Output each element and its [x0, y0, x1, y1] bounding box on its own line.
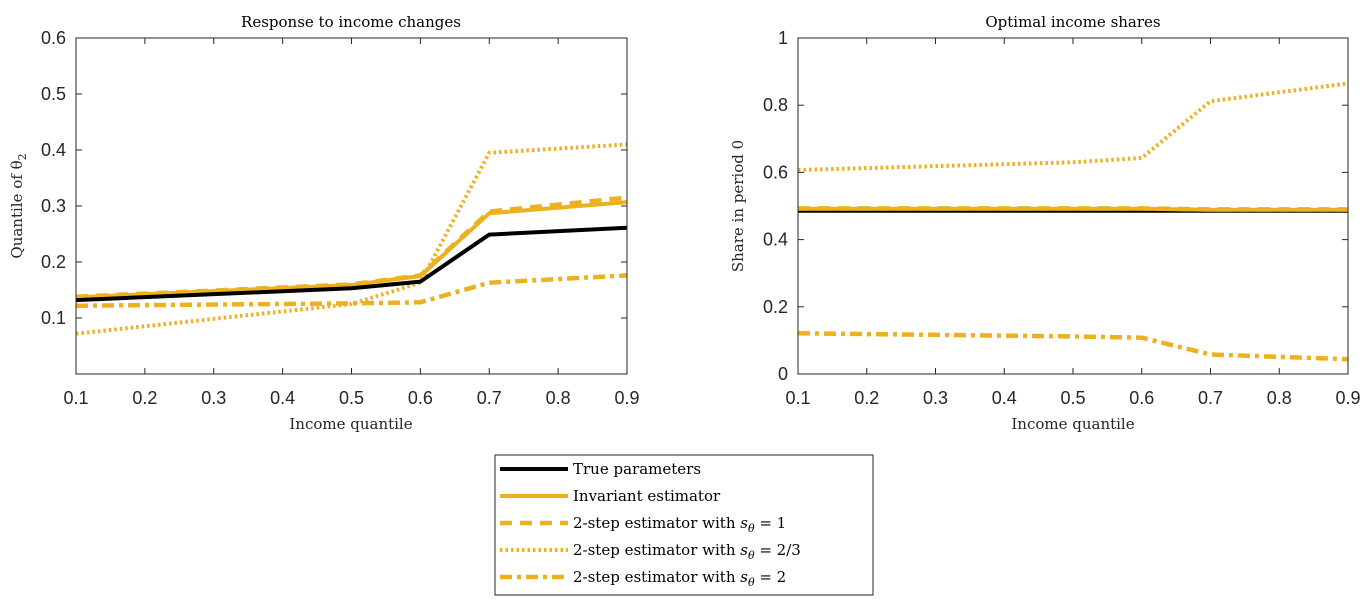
right-chart-series	[797, 81, 1349, 362]
right-chart-xtick-label: 0.1	[785, 388, 810, 408]
right-chart-xtick-label: 0.4	[992, 388, 1017, 408]
right-chart-series-2-step-estimator-with-s-2-3	[797, 81, 1349, 172]
right-chart-axes-box	[797, 37, 1349, 375]
left-chart-xtick-label: 0.9	[614, 388, 639, 408]
left-chart-ytick-label: 0.5	[41, 84, 66, 104]
right-chart-ytick-label: 0.4	[763, 230, 788, 250]
left-chart-ytick-label: 0.3	[41, 196, 66, 216]
right-chart-series-invariant-estimator	[798, 206, 1348, 212]
right-chart-xtick-label: 0.7	[1198, 388, 1223, 408]
right-chart-series-2-step-estimator-with-s-2	[797, 331, 1349, 362]
right-chart-xtick-label: 0.8	[1267, 388, 1292, 408]
right-chart-ytick-label: 1	[778, 28, 788, 48]
left-chart-series	[75, 142, 628, 336]
left-chart-ylabel: Quantile of θ2	[8, 153, 29, 258]
right-chart-ticks: 0.1 0.2 0.3 0.4 0.5 0.6 0.7 0.8 0.9 0 0.2 0.4 0.6 0.8…	[763, 28, 1361, 408]
right-chart-ytick-label: 0.8	[763, 95, 788, 115]
legend-label-s23: 2-step estimator with sθ = 2/3	[573, 541, 801, 562]
left-chart-xtick-label: 0.5	[339, 388, 364, 408]
legend-box	[494, 454, 874, 596]
left-chart-xlabel: Income quantile	[289, 415, 412, 433]
right-chart-optimal-shares: Optimal income shares Income quantile Sh…	[729, 13, 1361, 433]
left-chart-xtick-label: 0.1	[63, 388, 88, 408]
right-chart-xtick-label: 0.9	[1335, 388, 1360, 408]
left-chart-ytick-label: 0.4	[41, 140, 66, 160]
left-chart-ytick-label: 0.2	[41, 252, 66, 272]
right-chart-xtick-label: 0.6	[1129, 388, 1154, 408]
left-chart-ytick-label: 0.6	[41, 28, 66, 48]
right-chart-xtick-label: 0.2	[854, 388, 879, 408]
left-chart-title: Response to income changes	[241, 13, 461, 31]
left-chart-ticks: 0.1 0.2 0.3 0.4 0.5 0.6 0.7 0.8 0.9 0.1 0.2 0.3 0.4 0…	[41, 28, 640, 408]
left-chart-series-true-parameters	[75, 225, 628, 303]
left-chart-response-to-income: Response to income changes Income quanti…	[8, 13, 640, 433]
right-chart-ytick-label: 0	[778, 364, 788, 384]
left-chart-xtick-label: 0.8	[546, 388, 571, 408]
left-chart-ytick-label: 0.1	[41, 308, 66, 328]
left-chart-ylabel-subscript: 2	[16, 153, 29, 160]
left-chart-xtick-label: 0.2	[132, 388, 157, 408]
left-chart-ylabel-main: Quantile of θ	[8, 160, 26, 258]
legend-label-s2: 2-step estimator with sθ = 2	[573, 568, 786, 589]
legend-label-true: True parameters	[573, 460, 701, 478]
left-chart-axes-box	[75, 37, 628, 375]
left-chart-xtick-label: 0.4	[270, 388, 295, 408]
right-chart-title: Optimal income shares	[985, 13, 1160, 31]
legend-label-s1: 2-step estimator with sθ = 1	[573, 514, 786, 535]
right-chart-ytick-label: 0.6	[763, 162, 788, 182]
legend: True parameters Invariant estimator 2-step…	[494, 454, 874, 596]
right-chart-ylabel: Share in period 0	[729, 140, 747, 272]
left-chart-series-invariant-estimator	[75, 200, 628, 300]
right-chart-xtick-label: 0.3	[923, 388, 948, 408]
left-chart-xtick-label: 0.7	[477, 388, 502, 408]
left-chart-xtick-label: 0.3	[201, 388, 226, 408]
left-chart-series-2-step-estimator-with-s-2	[75, 273, 628, 308]
right-chart-ytick-label: 0.2	[763, 297, 788, 317]
right-chart-xtick-label: 0.5	[1060, 388, 1085, 408]
left-chart-xtick-label: 0.6	[408, 388, 433, 408]
right-chart-xlabel: Income quantile	[1011, 415, 1134, 433]
legend-label-inv: Invariant estimator	[573, 487, 721, 505]
